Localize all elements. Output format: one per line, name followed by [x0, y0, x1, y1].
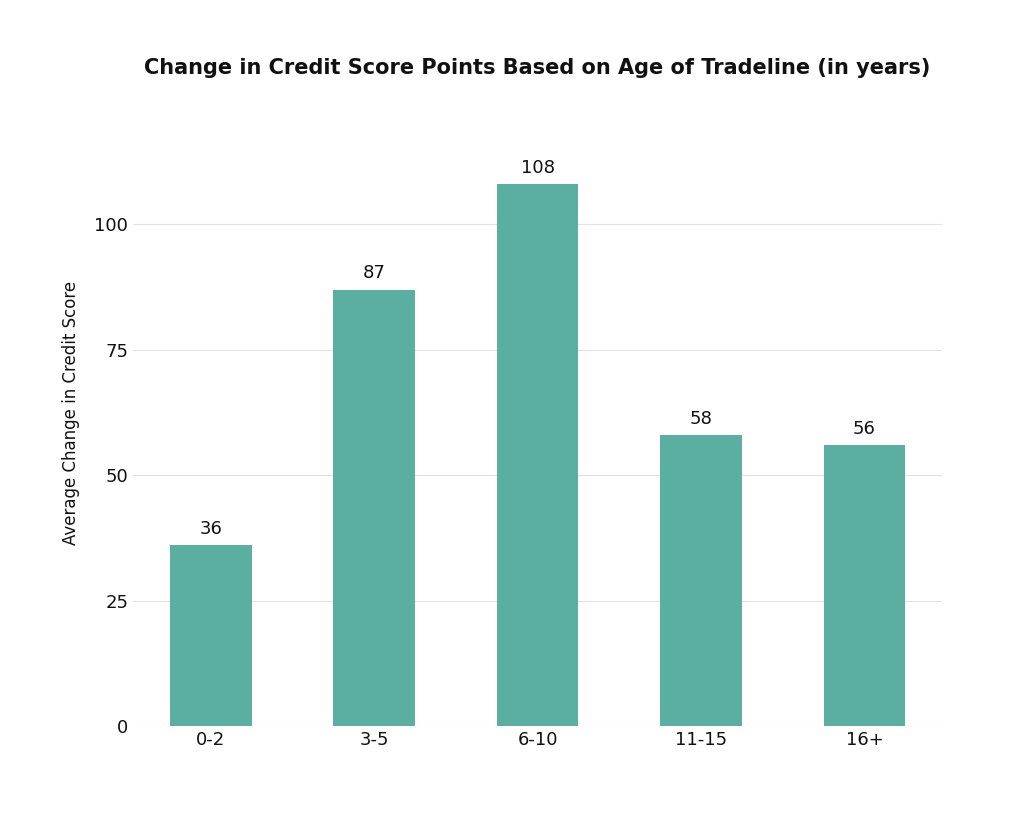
Title: Change in Credit Score Points Based on Age of Tradeline (in years): Change in Credit Score Points Based on A…	[144, 58, 931, 78]
Text: 58: 58	[689, 409, 713, 427]
Text: 87: 87	[362, 264, 386, 282]
Bar	[334, 290, 415, 726]
Text: 36: 36	[200, 520, 222, 538]
Bar	[660, 435, 741, 726]
Bar	[497, 184, 579, 726]
Text: 108: 108	[520, 158, 555, 177]
Y-axis label: Average Change in Credit Score: Average Change in Credit Score	[62, 280, 81, 544]
Bar	[170, 545, 252, 726]
Text: 56: 56	[853, 420, 876, 437]
Bar	[823, 446, 905, 726]
